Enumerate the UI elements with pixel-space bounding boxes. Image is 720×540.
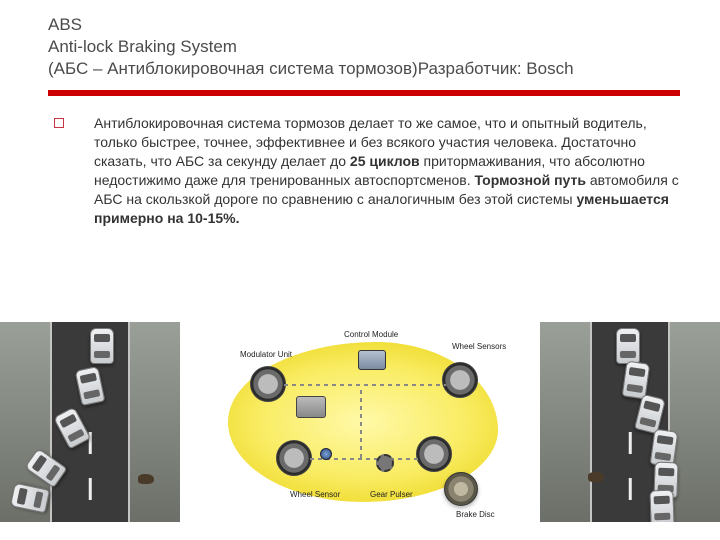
bullet-square-icon [54, 118, 64, 128]
body-bold-stopdist: Тормозной путь [474, 172, 585, 188]
abs-component-diagram: Control Module Modulator Unit Wheel Sens… [180, 322, 540, 522]
wheel-rl [276, 440, 312, 476]
car-icon [10, 483, 50, 514]
car-icon [616, 328, 640, 364]
wheel-fr [442, 362, 478, 398]
axle-front [284, 384, 446, 386]
slide-title: ABS Anti-lock Braking System (АБС – Анти… [48, 14, 680, 80]
road-no-abs [0, 322, 180, 522]
gear-pulser-icon [376, 454, 394, 472]
car-icon [622, 361, 651, 400]
wheel-rr [416, 436, 452, 472]
label-wheel-sensors: Wheel Sensors [452, 342, 506, 351]
driveshaft [360, 388, 362, 458]
car-icon [90, 328, 114, 364]
brake-disc-icon [444, 472, 478, 506]
body-row: Антиблокировочная система тормозов делае… [48, 114, 680, 227]
lane-dash [629, 432, 632, 454]
images-row: Control Module Modulator Unit Wheel Sens… [0, 322, 720, 522]
label-modulator: Modulator Unit [240, 350, 292, 359]
body-bold-cycles: 25 циклов [350, 153, 420, 169]
title-line-3: (АБС – Антиблокировочная система тормозо… [48, 58, 680, 80]
car-icon [649, 490, 674, 522]
wheel-fl [250, 366, 286, 402]
animal-obstacle-icon [588, 472, 604, 482]
body-paragraph: Антиблокировочная система тормозов делае… [94, 114, 680, 227]
wheel-sensor-icon [320, 448, 332, 460]
lane-dash [89, 478, 92, 500]
animal-obstacle-icon [138, 474, 154, 484]
label-control-module: Control Module [344, 330, 398, 339]
control-module [358, 350, 386, 370]
slide-container: ABS Anti-lock Braking System (АБС – Анти… [0, 0, 720, 540]
title-line-2: Anti-lock Braking System [48, 36, 680, 58]
red-divider [48, 90, 680, 96]
road-with-abs [540, 322, 720, 522]
lane-dash [629, 478, 632, 500]
modulator-unit [296, 396, 326, 418]
label-brake-disc: Brake Disc [456, 510, 495, 519]
title-line-1: ABS [48, 14, 680, 36]
label-gear-pulser: Gear Pulser [370, 490, 413, 499]
label-wheel-sensor: Wheel Sensor [290, 490, 340, 499]
